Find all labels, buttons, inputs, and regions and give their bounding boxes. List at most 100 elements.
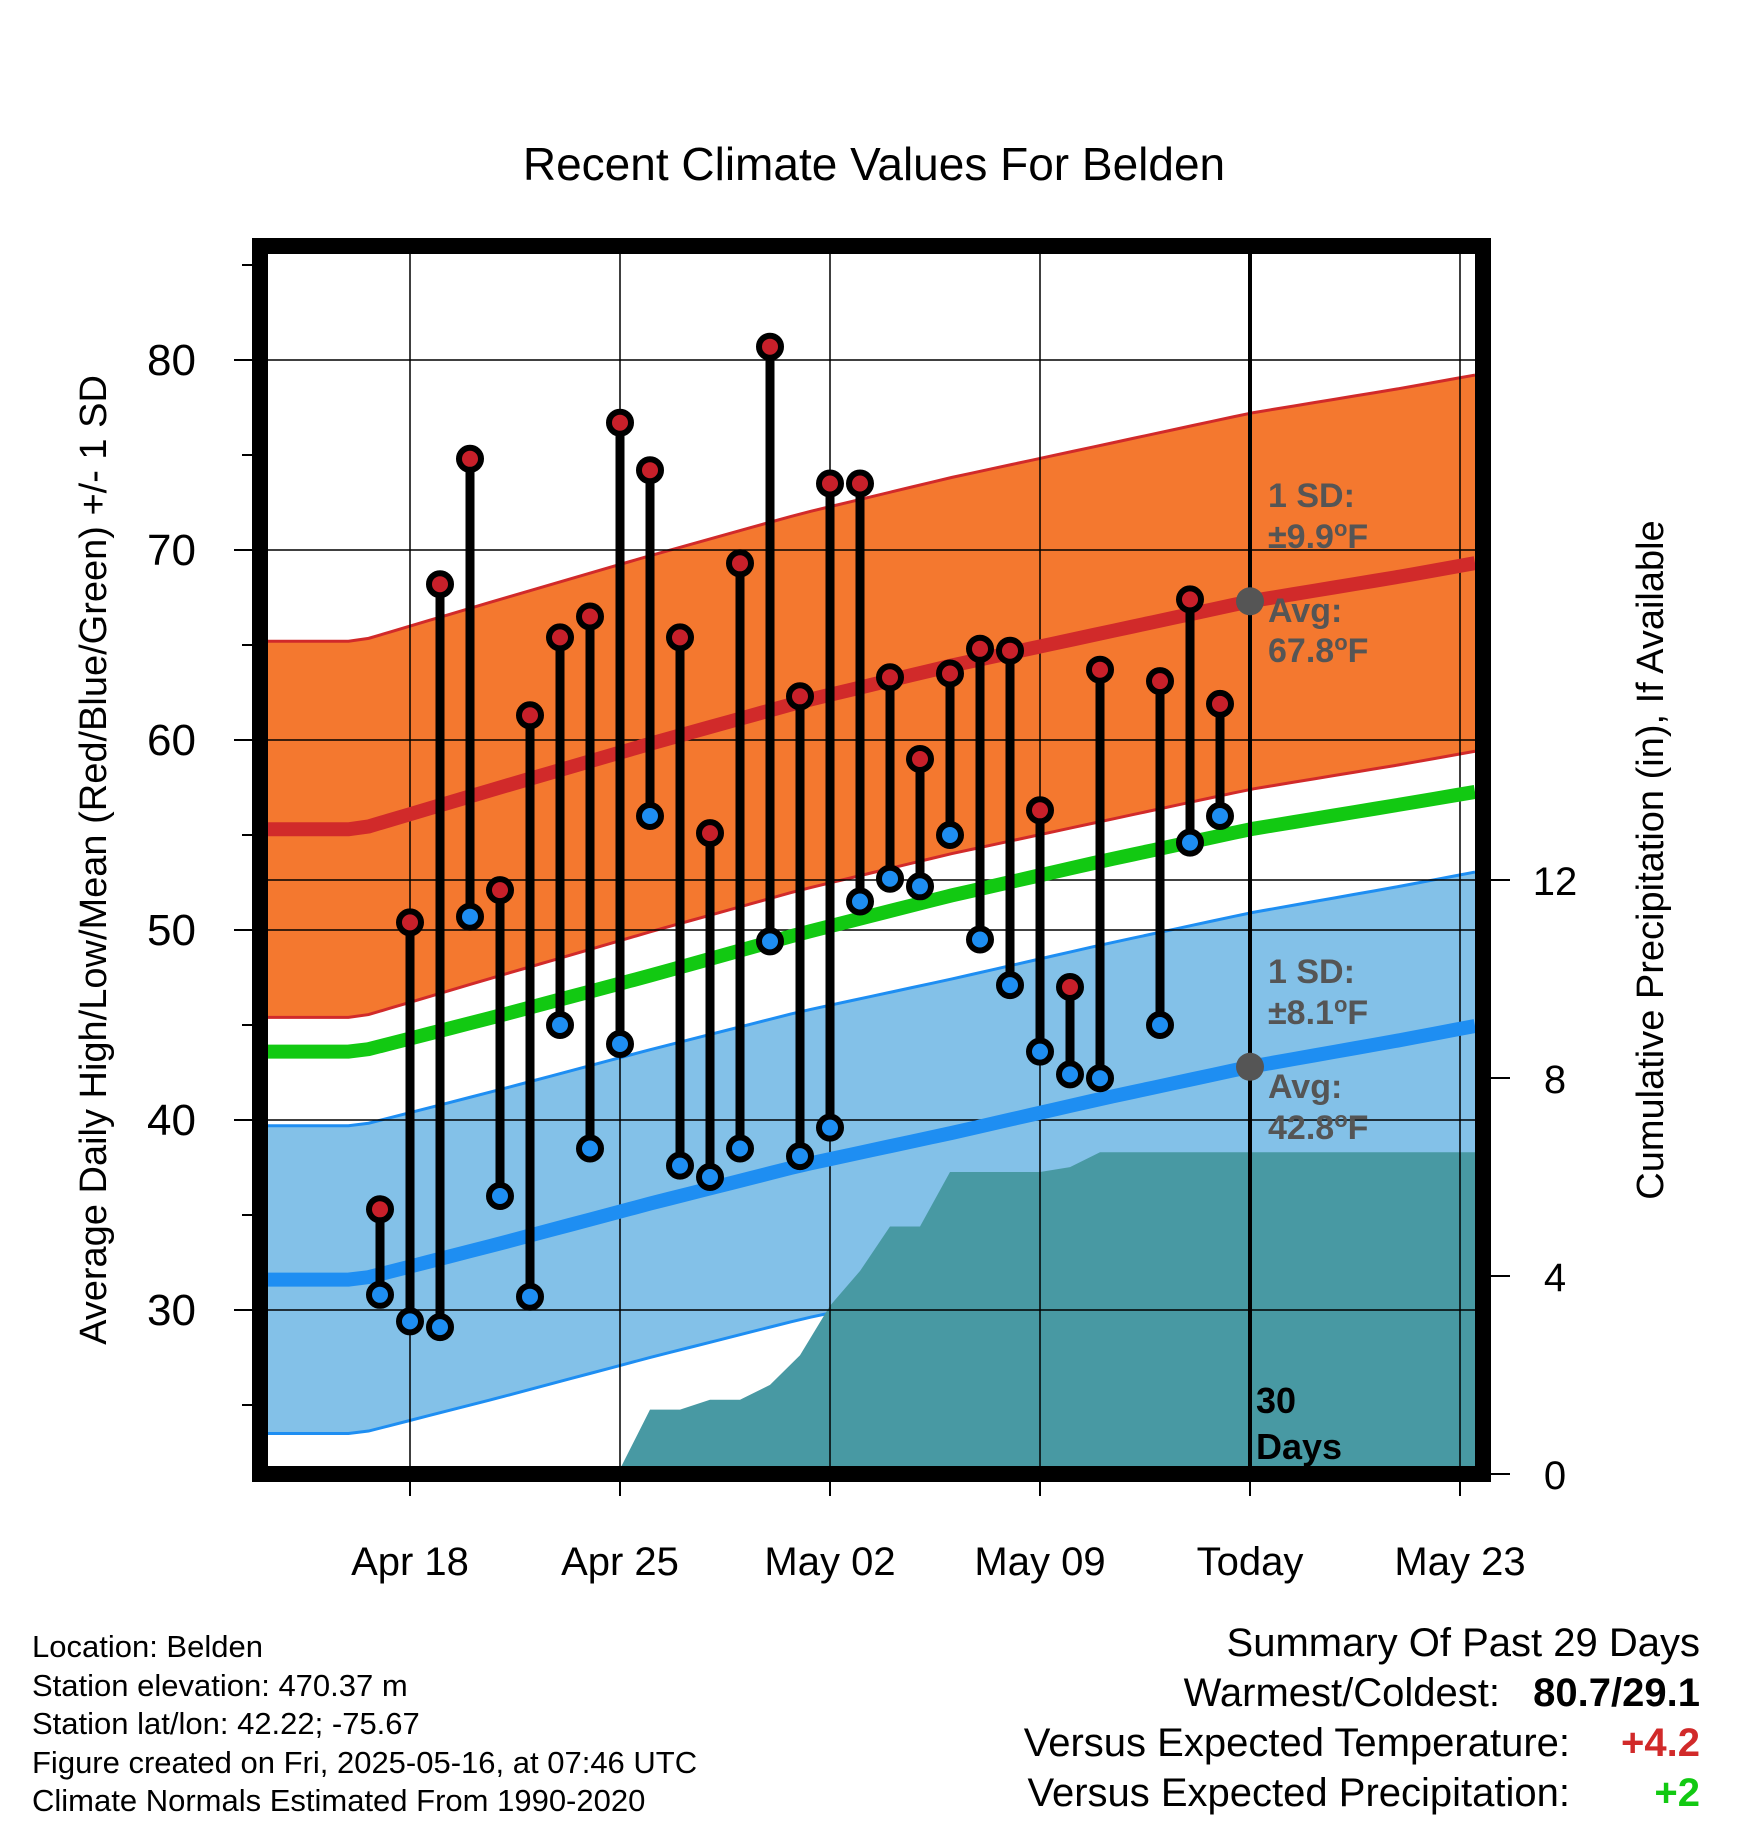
low-sd-value: ±8.1oF — [1268, 992, 1368, 1032]
low-avg-value: 42.8oF — [1268, 1107, 1368, 1147]
daily-low-point — [1176, 828, 1204, 857]
daily-high-point — [1146, 667, 1174, 696]
daily-high-point — [636, 456, 664, 485]
created-text: Figure created on Fri, 2025-05-16, at 07… — [32, 1744, 698, 1780]
plot-frame — [252, 238, 1491, 1482]
daily-high-point — [996, 636, 1024, 665]
daily-high-point — [906, 745, 934, 773]
daily-low-point — [606, 1030, 634, 1058]
daily-low-point — [696, 1163, 724, 1191]
high-sd-value: ±9.9oF — [1268, 516, 1368, 556]
x-tick-label: Apr 25 — [561, 1540, 679, 1584]
daily-high-point — [546, 623, 574, 652]
y-tick-label: 80 — [147, 336, 196, 385]
daily-low-point — [996, 971, 1024, 1000]
daily-low-point — [546, 1011, 574, 1039]
y2-axis-label: Cumulative Precipitation (in), If Availa… — [1630, 520, 1672, 1199]
y2-tick-label: 12 — [1533, 860, 1578, 904]
daily-low-point — [1146, 1011, 1174, 1039]
x-tick-label: May 23 — [1394, 1540, 1525, 1584]
summary-panel: Summary Of Past 29 Days Warmest/Coldest:… — [1024, 1618, 1700, 1818]
daily-low-point — [516, 1282, 544, 1311]
y-tick-label: 40 — [147, 1096, 196, 1145]
normals-text: Climate Normals Estimated From 1990-2020 — [32, 1783, 646, 1818]
daily-high-point — [1026, 796, 1054, 825]
high-sd-label: 1 SD: — [1268, 477, 1355, 515]
low-band-edge-top — [268, 870, 1476, 1128]
y-tick-label: 70 — [147, 526, 196, 575]
low-sd-label: 1 SD: — [1268, 953, 1355, 991]
daily-high-point — [576, 602, 604, 631]
daily-high-point — [606, 408, 634, 437]
x-tick-label: May 02 — [764, 1540, 895, 1584]
daily-low-point — [966, 925, 994, 954]
summary-title: Summary Of Past 29 Days — [1226, 1621, 1700, 1665]
daily-low-point — [1056, 1060, 1084, 1089]
daily-low-point — [936, 821, 964, 849]
daily-low-point — [876, 864, 904, 893]
summary-temp-row: Versus Expected Temperature: +4.2 — [1024, 1718, 1700, 1768]
daily-high-point — [846, 469, 874, 498]
normal-mean-line — [268, 785, 1477, 1059]
daily-high-point — [696, 819, 724, 848]
daily-low-point — [1086, 1064, 1114, 1093]
daily-high-point — [396, 908, 424, 937]
daily-low-point — [396, 1307, 424, 1336]
daily-low-point — [786, 1142, 814, 1171]
daily-high-point — [1056, 973, 1084, 1001]
daily-low-point — [486, 1182, 514, 1210]
daily-low-point — [666, 1151, 694, 1180]
daily-low-point — [906, 872, 934, 901]
daily-low-point — [1206, 802, 1234, 830]
warm-cold-value: 80.7/29.1 — [1533, 1671, 1700, 1715]
daily-high-point — [666, 623, 694, 652]
daily-low-point — [576, 1134, 604, 1163]
summary-precip-row: Versus Expected Precipitation: +2 — [1024, 1768, 1700, 1818]
temp-value: +4.2 — [1621, 1721, 1700, 1765]
daily-high-point — [1086, 655, 1114, 684]
latlon-text: Station lat/lon: 42.22; -75.67 — [32, 1706, 420, 1741]
y-tick-label: 30 — [147, 1286, 196, 1335]
daily-low-point — [1026, 1037, 1054, 1066]
daily-low-point — [816, 1113, 844, 1142]
daily-low-point — [846, 887, 874, 916]
daily-high-point — [426, 570, 454, 599]
low-avg-label: Avg: — [1268, 1068, 1342, 1106]
daily-high-point — [1176, 585, 1204, 614]
daily-high-point — [966, 634, 994, 663]
high-band-edge-bottom — [268, 749, 1476, 1019]
daily-high-point — [456, 444, 484, 473]
precip-label: Versus Expected Precipitation: — [1027, 1771, 1570, 1815]
today-high-avg-marker — [1236, 587, 1264, 616]
daily-low-point — [426, 1313, 454, 1342]
daily-low-point — [636, 802, 664, 830]
high-avg-value: 67.8oF — [1268, 630, 1368, 670]
daily-high-point — [486, 876, 514, 905]
warm-cold-label: Warmest/Coldest: — [1183, 1671, 1500, 1715]
daily-high-point — [1206, 689, 1234, 718]
daily-high-point — [786, 682, 814, 711]
chart-title: Recent Climate Values For Belden — [523, 138, 1225, 190]
today-low-avg-marker — [1236, 1052, 1264, 1081]
daily-high-point — [816, 469, 844, 498]
x-tick-label: Apr 18 — [351, 1540, 469, 1584]
y2-tick-label: 4 — [1544, 1256, 1566, 1300]
daily-high-point — [756, 332, 784, 361]
summary-warm-cold-row: Warmest/Coldest: 80.7/29.1 — [1024, 1668, 1700, 1718]
daily-low-point — [726, 1134, 754, 1163]
high-sd-band — [268, 375, 1475, 1018]
y-axis-label: Average Daily High/Low/Mean (Red/Blue/Gr… — [73, 375, 115, 1345]
today-days-label: Days — [1256, 1426, 1342, 1467]
daily-high-point — [516, 701, 544, 730]
daily-low-point — [366, 1280, 394, 1309]
location-text: Location: Belden — [32, 1629, 263, 1664]
daily-high-point — [366, 1195, 394, 1224]
station-info: Location: Belden Station elevation: 470.… — [32, 1628, 697, 1821]
daily-high-point — [726, 549, 754, 578]
y-tick-label: 60 — [147, 716, 196, 765]
x-tick-label: May 09 — [974, 1540, 1105, 1584]
x-tick-label: Today — [1197, 1540, 1304, 1584]
today-days-number: 30 — [1256, 1380, 1296, 1421]
